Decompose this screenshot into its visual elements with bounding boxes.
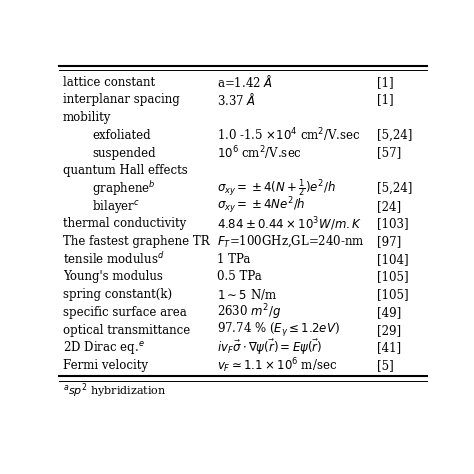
- Text: lattice constant: lattice constant: [63, 76, 155, 89]
- Text: spring constant(k): spring constant(k): [63, 288, 172, 301]
- Text: Young's modulus: Young's modulus: [63, 271, 163, 283]
- Text: $\sigma_{xy} = \pm 4(N + \frac{1}{2})e^2/h$: $\sigma_{xy} = \pm 4(N + \frac{1}{2})e^2…: [217, 178, 336, 199]
- Text: [103]: [103]: [377, 218, 409, 230]
- Text: $4.84 \pm 0.44 \times 10^3 W/m.K$: $4.84 \pm 0.44 \times 10^3 W/m.K$: [217, 215, 362, 233]
- Text: [57]: [57]: [377, 146, 401, 160]
- Text: The fastest graphene TR: The fastest graphene TR: [63, 235, 210, 248]
- Text: suspended: suspended: [92, 146, 156, 160]
- Text: optical transmittance: optical transmittance: [63, 324, 190, 337]
- Text: tensile modulus$^d$: tensile modulus$^d$: [63, 251, 164, 267]
- Text: 2D Dirac eq.$^e$: 2D Dirac eq.$^e$: [63, 339, 145, 356]
- Text: bilayer$^c$: bilayer$^c$: [92, 198, 140, 215]
- Text: [5,24]: [5,24]: [377, 129, 412, 142]
- Text: $F_T$=100GHz,GL=240-nm: $F_T$=100GHz,GL=240-nm: [217, 234, 365, 249]
- Text: [1]: [1]: [377, 76, 393, 89]
- Text: [105]: [105]: [377, 288, 409, 301]
- Text: $v_F \simeq 1.1 \times 10^6$ m/sec: $v_F \simeq 1.1 \times 10^6$ m/sec: [217, 356, 337, 375]
- Text: quantum Hall effects: quantum Hall effects: [63, 164, 188, 177]
- Text: interplanar spacing: interplanar spacing: [63, 93, 180, 106]
- Text: 1 TPa: 1 TPa: [217, 253, 251, 266]
- Text: [49]: [49]: [377, 306, 401, 319]
- Text: [5,24]: [5,24]: [377, 182, 412, 195]
- Text: $iv_F\vec{\sigma} \cdot \nabla\psi(\vec{r}) = E\psi(\vec{r})$: $iv_F\vec{\sigma} \cdot \nabla\psi(\vec{…: [217, 338, 322, 357]
- Text: [97]: [97]: [377, 235, 401, 248]
- Text: $\sigma_{xy} = \pm 4Ne^2/h$: $\sigma_{xy} = \pm 4Ne^2/h$: [217, 196, 306, 217]
- Text: [104]: [104]: [377, 253, 409, 266]
- Text: [24]: [24]: [377, 200, 401, 213]
- Text: exfoliated: exfoliated: [92, 129, 151, 142]
- Text: a=1.42 $\AA$: a=1.42 $\AA$: [217, 74, 273, 90]
- Text: $10^6$ cm$^2$/V.sec: $10^6$ cm$^2$/V.sec: [217, 144, 302, 162]
- Text: specific surface area: specific surface area: [63, 306, 187, 319]
- Text: [1]: [1]: [377, 93, 393, 106]
- Text: 0.5 TPa: 0.5 TPa: [217, 271, 262, 283]
- Text: [29]: [29]: [377, 324, 401, 337]
- Text: [105]: [105]: [377, 271, 409, 283]
- Text: 2630 $m^2/g$: 2630 $m^2/g$: [217, 302, 282, 322]
- Text: 97.74 % ($E_{\gamma} \leq 1.2eV$): 97.74 % ($E_{\gamma} \leq 1.2eV$): [217, 321, 340, 339]
- Text: Fermi velocity: Fermi velocity: [63, 359, 148, 372]
- Text: 1.0 -1.5 $\times 10^4$ cm$^2$/V.sec: 1.0 -1.5 $\times 10^4$ cm$^2$/V.sec: [217, 127, 361, 144]
- Text: [41]: [41]: [377, 341, 401, 355]
- Text: [5]: [5]: [377, 359, 394, 372]
- Text: graphene$^b$: graphene$^b$: [92, 179, 156, 198]
- Text: $1 \sim 5$ N/m: $1 \sim 5$ N/m: [217, 287, 277, 302]
- Text: thermal conductivity: thermal conductivity: [63, 218, 186, 230]
- Text: mobility: mobility: [63, 111, 111, 124]
- Text: 3.37 $\AA$: 3.37 $\AA$: [217, 92, 256, 108]
- Text: $^a sp^2$ hybridization: $^a sp^2$ hybridization: [63, 382, 166, 400]
